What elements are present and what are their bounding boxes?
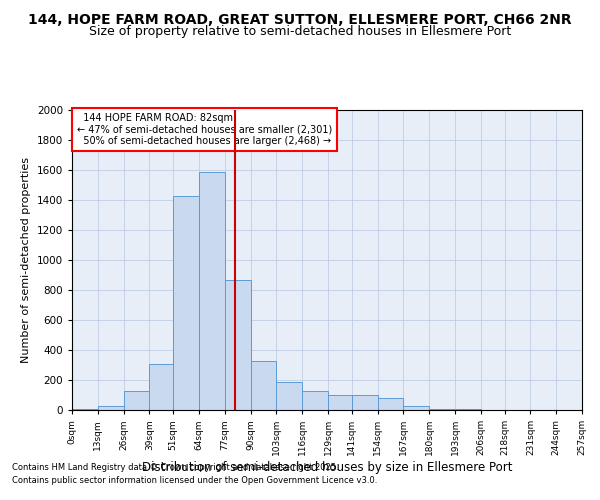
Bar — [149, 364, 173, 410]
Bar — [455, 409, 481, 410]
Bar — [352, 395, 377, 410]
Text: Contains HM Land Registry data © Crown copyright and database right 2025.: Contains HM Land Registry data © Crown c… — [12, 464, 338, 472]
Bar — [72, 409, 98, 410]
Bar — [328, 395, 352, 410]
Bar — [173, 196, 199, 410]
Y-axis label: Number of semi-detached properties: Number of semi-detached properties — [21, 157, 31, 363]
Bar — [251, 360, 277, 410]
Bar — [429, 409, 455, 410]
Bar — [377, 398, 403, 410]
Bar — [225, 280, 251, 410]
Bar — [277, 382, 302, 410]
Bar — [199, 172, 225, 410]
Bar — [124, 390, 149, 410]
Text: 144 HOPE FARM ROAD: 82sqm
← 47% of semi-detached houses are smaller (2,301)
  50: 144 HOPE FARM ROAD: 82sqm ← 47% of semi-… — [77, 113, 332, 146]
X-axis label: Distribution of semi-detached houses by size in Ellesmere Port: Distribution of semi-detached houses by … — [142, 461, 512, 474]
Text: Size of property relative to semi-detached houses in Ellesmere Port: Size of property relative to semi-detach… — [89, 25, 511, 38]
Bar — [98, 406, 124, 410]
Text: Contains public sector information licensed under the Open Government Licence v3: Contains public sector information licen… — [12, 476, 377, 485]
Bar — [302, 390, 328, 410]
Text: 144, HOPE FARM ROAD, GREAT SUTTON, ELLESMERE PORT, CH66 2NR: 144, HOPE FARM ROAD, GREAT SUTTON, ELLES… — [28, 12, 572, 26]
Bar — [403, 406, 429, 410]
